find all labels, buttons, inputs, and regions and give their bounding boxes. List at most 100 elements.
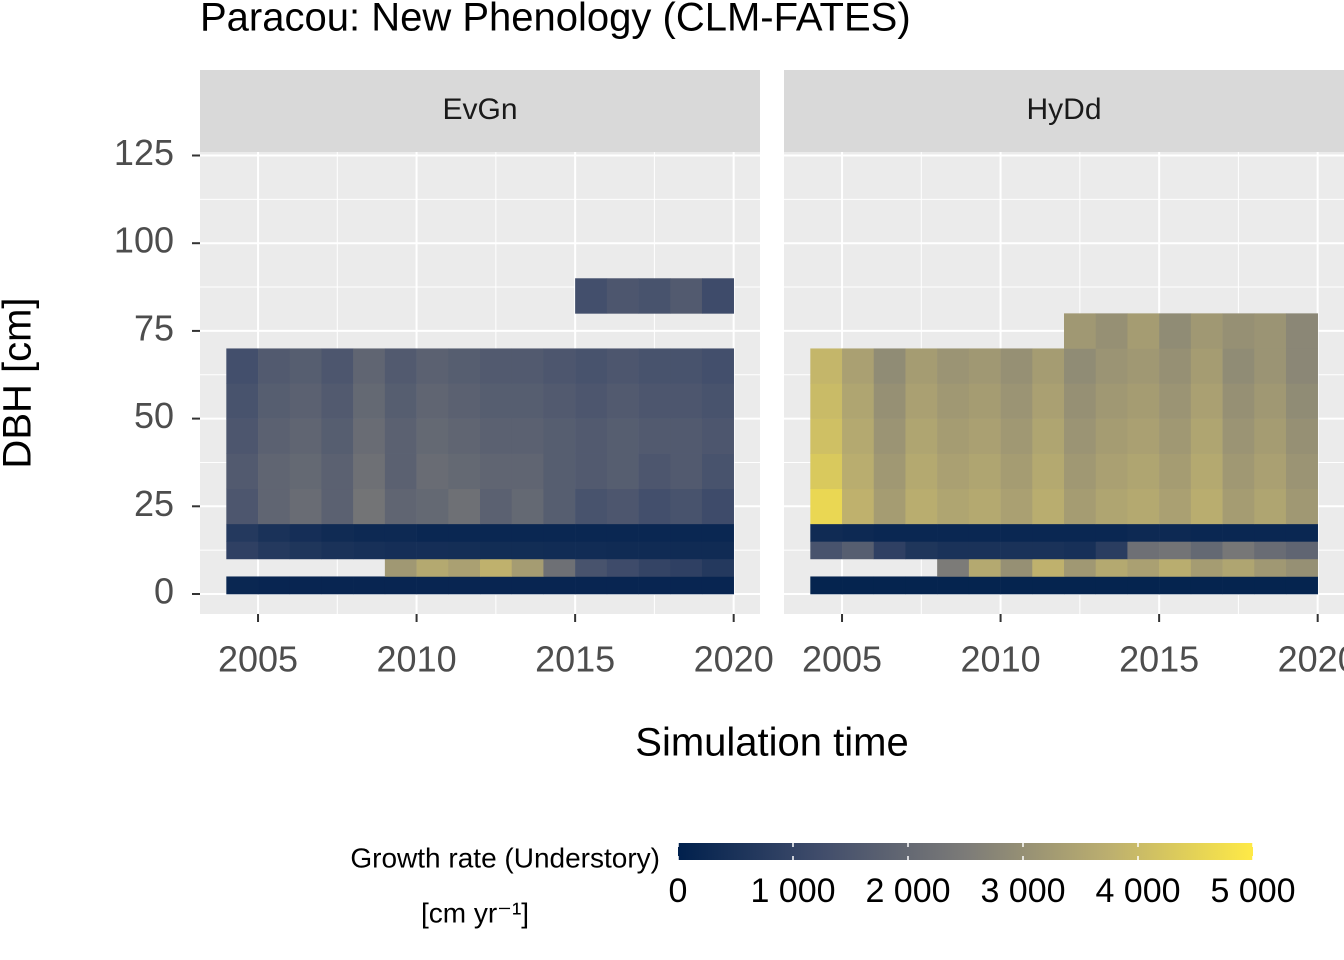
heatmap-cell: [258, 576, 291, 595]
heatmap-cell: [937, 488, 970, 525]
heatmap-cell: [353, 576, 386, 595]
heatmap-cell: [1254, 576, 1287, 595]
heatmap-cell: [575, 558, 608, 577]
strip-label: HyDd: [1026, 93, 1101, 126]
heatmap-cell: [1032, 383, 1065, 419]
heatmap-cell: [1190, 383, 1223, 419]
colorbar-tick-label: 4 000: [1095, 872, 1180, 910]
heatmap-cell: [1159, 313, 1192, 349]
heatmap-cell: [1000, 558, 1033, 577]
heatmap-cell: [1285, 383, 1318, 419]
heatmap-cell: [1095, 488, 1128, 525]
heatmap-cell: [511, 453, 544, 490]
y-tick-label: 125: [114, 132, 174, 173]
heatmap-cell: [701, 348, 734, 384]
heatmap-cell: [289, 488, 322, 525]
heatmap-cell: [353, 453, 386, 490]
heatmap-cell: [937, 348, 970, 384]
heatmap-cell: [480, 348, 513, 384]
facet-panel: EvGn 2005 2010 2015 2020 0 25 50 75 100 125: [114, 70, 774, 680]
colorbar-tick-label: 0: [669, 872, 688, 910]
heatmap-cell: [905, 418, 938, 454]
heatmap-cell: [1254, 558, 1287, 577]
heatmap-cell: [1254, 348, 1287, 384]
heatmap-cell: [353, 418, 386, 454]
heatmap-cell: [1095, 576, 1128, 595]
colorbar: [678, 843, 1253, 860]
heatmap-cell: [873, 418, 906, 454]
heatmap-cell: [1285, 348, 1318, 384]
heatmap-cell: [1222, 348, 1255, 384]
heatmap-cell: [543, 383, 576, 419]
colorbar-tick-label: 2 000: [865, 872, 950, 910]
heatmap-cell: [353, 541, 386, 560]
heatmap-cell: [638, 278, 671, 314]
heatmap-cell: [968, 488, 1001, 525]
heatmap-cell: [1064, 558, 1097, 577]
heatmap-cell: [670, 523, 703, 542]
heatmap-cell: [1285, 453, 1318, 490]
heatmap-cell: [1190, 541, 1223, 560]
heatmap-cell: [873, 348, 906, 384]
heatmap-cell: [480, 558, 513, 577]
heatmap-cell: [448, 348, 481, 384]
heatmap-cell: [905, 383, 938, 419]
heatmap-cell: [670, 383, 703, 419]
heatmap-cell: [968, 523, 1001, 542]
heatmap-cell: [638, 488, 671, 525]
heatmap-cell: [905, 576, 938, 595]
heatmap-cell: [873, 488, 906, 525]
heatmap-cell: [1095, 313, 1128, 349]
heatmap-cell: [384, 523, 417, 542]
heatmap-cell: [1064, 383, 1097, 419]
heatmap-cell: [1222, 383, 1255, 419]
heatmap-cell: [1285, 418, 1318, 454]
heatmap-cell: [511, 488, 544, 525]
heatmap-cell: [321, 541, 354, 560]
heatmap-cell: [289, 576, 322, 595]
heatmap-cell: [1000, 488, 1033, 525]
heatmap-cell: [511, 523, 544, 542]
heatmap-cell: [575, 453, 608, 490]
heatmap-cell: [905, 523, 938, 542]
heatmap-cell: [1127, 313, 1160, 349]
heatmap-cell: [321, 576, 354, 595]
heatmap-cell: [606, 558, 639, 577]
heatmap-cell: [701, 383, 734, 419]
heatmap-cell: [701, 418, 734, 454]
heatmap-cell: [1032, 541, 1065, 560]
heatmap-cell: [1127, 541, 1160, 560]
heatmap-cell: [384, 558, 417, 577]
heatmap-cell: [1064, 488, 1097, 525]
heatmap-cell: [416, 541, 449, 560]
heatmap-cell: [905, 348, 938, 384]
heatmap-cell: [480, 383, 513, 419]
heatmap-cell: [289, 523, 322, 542]
heatmap-cell: [1159, 541, 1192, 560]
heatmap-cell: [575, 383, 608, 419]
heatmap-cell: [543, 348, 576, 384]
heatmap-cell: [873, 576, 906, 595]
heatmap-cell: [842, 348, 875, 384]
heatmap-cell: [937, 383, 970, 419]
y-tick-label: 50: [134, 395, 174, 436]
heatmap-cell: [384, 383, 417, 419]
heatmap-cell: [670, 453, 703, 490]
heatmap-cell: [416, 348, 449, 384]
x-tick-label: 2015: [535, 639, 615, 680]
strip-label: EvGn: [442, 93, 517, 126]
heatmap-cell: [810, 348, 843, 384]
heatmap-cell: [701, 488, 734, 525]
strip-background: [784, 70, 1344, 152]
heatmap-cell: [1190, 313, 1223, 349]
heatmap-cell: [321, 488, 354, 525]
heatmap-cell: [575, 348, 608, 384]
heatmap-cell: [606, 383, 639, 419]
heatmap-cell: [810, 418, 843, 454]
heatmap-cell: [701, 558, 734, 577]
heatmap-cell: [258, 541, 291, 560]
heatmap-cell: [1222, 541, 1255, 560]
heatmap-cell: [842, 453, 875, 490]
heatmap-cell: [1095, 383, 1128, 419]
heatmap-cell: [448, 418, 481, 454]
